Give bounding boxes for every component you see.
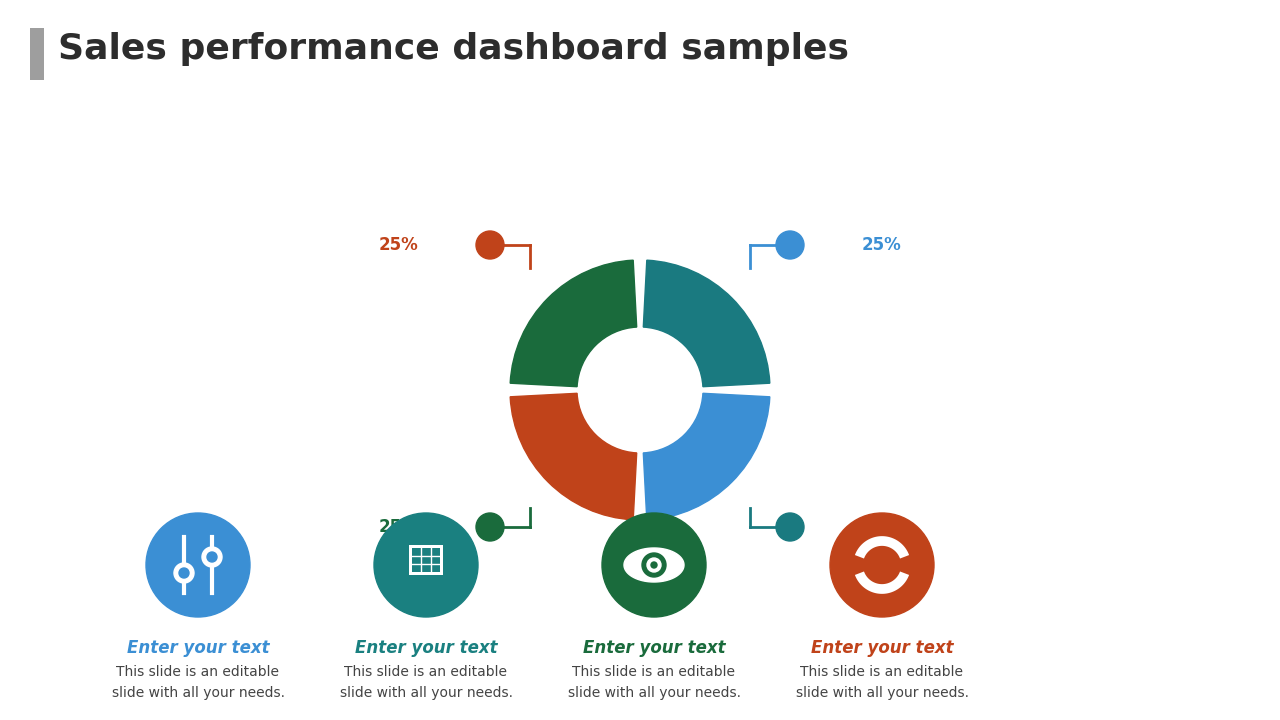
Wedge shape bbox=[644, 260, 769, 387]
Text: This slide is an editable
slide with all your needs.: This slide is an editable slide with all… bbox=[795, 665, 969, 700]
Text: Enter your text: Enter your text bbox=[127, 639, 269, 657]
Circle shape bbox=[174, 563, 195, 583]
Text: 25%: 25% bbox=[379, 518, 419, 536]
Circle shape bbox=[776, 231, 804, 259]
Circle shape bbox=[179, 568, 189, 578]
Circle shape bbox=[476, 231, 504, 259]
Text: This slide is an editable
slide with all your needs.: This slide is an editable slide with all… bbox=[111, 665, 284, 700]
FancyBboxPatch shape bbox=[410, 545, 443, 585]
Text: This slide is an editable
slide with all your needs.: This slide is an editable slide with all… bbox=[567, 665, 741, 700]
Wedge shape bbox=[511, 393, 636, 520]
FancyBboxPatch shape bbox=[410, 575, 443, 585]
Text: Enter your text: Enter your text bbox=[355, 639, 498, 657]
Circle shape bbox=[646, 558, 660, 572]
Circle shape bbox=[776, 513, 804, 541]
Circle shape bbox=[476, 513, 504, 541]
Circle shape bbox=[207, 552, 218, 562]
Text: 25%: 25% bbox=[861, 518, 901, 536]
Text: Enter your text: Enter your text bbox=[810, 639, 954, 657]
Text: Enter your text: Enter your text bbox=[582, 639, 726, 657]
Circle shape bbox=[829, 513, 934, 617]
Circle shape bbox=[652, 562, 657, 568]
Text: 25%: 25% bbox=[379, 236, 419, 254]
Polygon shape bbox=[625, 548, 684, 582]
Wedge shape bbox=[644, 393, 769, 520]
Circle shape bbox=[374, 513, 477, 617]
Circle shape bbox=[146, 513, 250, 617]
FancyBboxPatch shape bbox=[412, 548, 440, 572]
Text: 25%: 25% bbox=[861, 236, 901, 254]
Wedge shape bbox=[511, 260, 636, 387]
Circle shape bbox=[202, 547, 221, 567]
Text: This slide is an editable
slide with all your needs.: This slide is an editable slide with all… bbox=[339, 665, 512, 700]
Circle shape bbox=[602, 513, 707, 617]
FancyBboxPatch shape bbox=[29, 28, 44, 80]
Text: Sales performance dashboard samples: Sales performance dashboard samples bbox=[58, 32, 849, 66]
Circle shape bbox=[643, 553, 666, 577]
